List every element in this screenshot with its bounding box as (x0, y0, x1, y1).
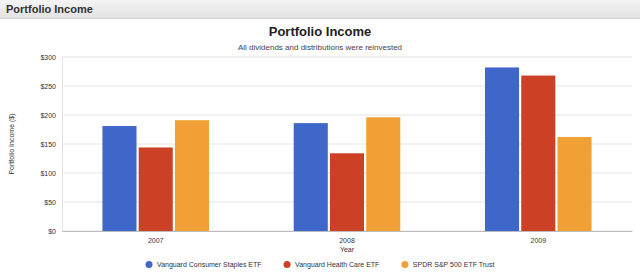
y-tick: $250 (40, 83, 62, 90)
legend: Vanguard Consumer Staples ETF Vanguard He… (146, 261, 495, 269)
y-tick: $100 (40, 170, 62, 177)
chart: Portfolio Income All dividends and distri… (0, 19, 640, 274)
bars (102, 67, 591, 231)
y-tick-label: $150 (40, 141, 56, 148)
legend-label: SPDR S&P 500 ETF Trust (413, 261, 495, 268)
y-tick: $300 (40, 54, 62, 61)
legend-item: Vanguard Consumer Staples ETF (146, 261, 262, 269)
y-tick: $50 (44, 199, 62, 206)
subtitle: All dividends and distributions were rei… (238, 43, 402, 52)
title: Portfolio Income (269, 24, 372, 39)
bar-series (175, 117, 592, 231)
bar (485, 67, 519, 231)
x-axis-line (63, 231, 633, 232)
y-tick-label: $300 (40, 54, 56, 61)
legend-label: Vanguard Health Care ETF (295, 261, 379, 269)
bar (102, 126, 136, 231)
y-tick: $200 (40, 112, 62, 119)
panel-header: Portfolio Income (0, 0, 640, 19)
y-tick-label: $0 (48, 228, 56, 235)
legend-item: SPDR S&P 500 ETF Trust (401, 261, 494, 268)
y-axis-title: Portfolio Income ($) (8, 113, 16, 174)
y-tick-label: $100 (40, 170, 56, 177)
y-tick: $150 (40, 141, 62, 148)
bar (521, 76, 555, 231)
bar-series (139, 76, 556, 231)
legend-swatch (146, 261, 153, 268)
bar (557, 137, 591, 231)
bar (366, 117, 400, 231)
y-tick: $0 (48, 228, 62, 235)
bar (330, 153, 364, 231)
legend-item: Vanguard Health Care ETF (284, 261, 380, 269)
y-axis-line (62, 58, 63, 232)
legend-swatch (284, 261, 291, 268)
x-tick: 2009 (530, 231, 546, 244)
legend-label: Vanguard Consumer Staples ETF (157, 261, 262, 269)
x-tick-label: 2009 (530, 237, 546, 244)
bar (294, 123, 328, 231)
y-tick-label: $250 (40, 83, 56, 90)
plot: $0 $50 $100 $150 $200 $250 $300 2007 2008 2009 (40, 54, 632, 244)
grid-line (62, 57, 632, 58)
y-axis: $0 $50 $100 $150 $200 $250 $300 (40, 54, 62, 235)
x-tick: 2007 (148, 231, 164, 244)
legend-swatch (401, 261, 408, 268)
x-tick: 2008 (339, 231, 355, 244)
y-tick-label: $200 (40, 112, 56, 119)
y-tick-label: $50 (44, 199, 56, 206)
bar (139, 147, 173, 231)
x-tick-label: 2007 (148, 237, 164, 244)
bar-series (102, 67, 519, 231)
bar (175, 120, 209, 231)
grid (62, 57, 632, 231)
x-axis-title: Year (340, 246, 355, 253)
x-axis: 2007 2008 2009 (63, 231, 633, 244)
x-tick-label: 2008 (339, 237, 355, 244)
